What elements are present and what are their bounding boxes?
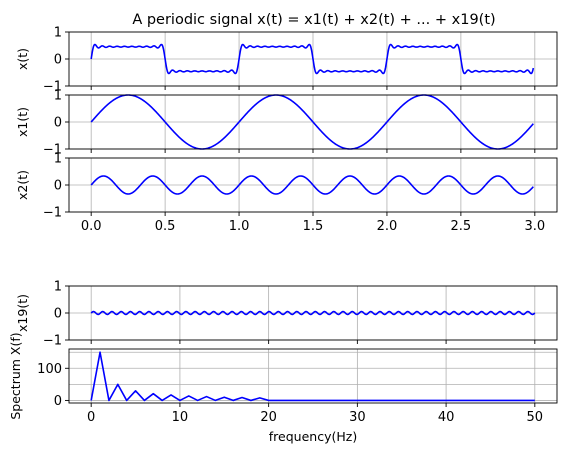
y-tick-label: 0 xyxy=(54,179,62,194)
x-tick-label: 40 xyxy=(438,410,455,425)
series-line-xt xyxy=(90,43,535,75)
y-tick-label: −1 xyxy=(43,334,62,349)
x-tick-label: 20 xyxy=(260,410,277,425)
y-tick-label: −1 xyxy=(43,80,62,95)
y-tick-label: 0 xyxy=(54,116,62,131)
series-line-x2 xyxy=(90,175,534,195)
y-tick-label: 0 xyxy=(54,394,62,409)
x-tick-label: 0.5 xyxy=(155,219,176,234)
x-tick-label: 10 xyxy=(172,410,189,425)
x-tick-label: 3.0 xyxy=(524,219,545,234)
x-tick-label: 50 xyxy=(527,410,544,425)
subplots: 10−1x(t)10−1x1(t)0.0 0.5 1.0 1.5 2.0 2.5 3.010… xyxy=(8,26,558,444)
subplot-xt: 1 0 −1 x(t) xyxy=(15,26,558,95)
x-tick-label: 2.0 xyxy=(377,219,398,234)
y-axis-label: Spectrum X(f) xyxy=(8,332,23,419)
subplot-spectrum: 0 10 20 30 40 50 100 0 Spectrum X(f) frequency(Hz… xyxy=(8,332,558,444)
series-line-x1 xyxy=(90,94,534,150)
series-line-spectrum xyxy=(90,351,535,402)
axes-frame xyxy=(68,348,558,404)
x-tick-label: 0.0 xyxy=(81,219,102,234)
subplot-x2: 0.0 0.5 1.0 1.5 2.0 2.5 3.0 1 0 −1 x2(t) xyxy=(15,152,558,234)
y-tick-label: 1 xyxy=(54,26,62,41)
subplot-x19: 1 0 −1 x19(t) xyxy=(15,280,558,349)
y-axis-label: x1(t) xyxy=(15,107,30,137)
x-tick-label: 1.5 xyxy=(303,219,324,234)
y-tick-label: −1 xyxy=(43,206,62,221)
subplot-x1: 1 0 −1 x1(t) xyxy=(15,89,558,158)
y-tick-label: 1 xyxy=(54,152,62,167)
y-axis-label: x(t) xyxy=(15,48,30,70)
y-tick-label: 0 xyxy=(54,53,62,68)
figure-title: A periodic signal x(t) = x1(t) + x2(t) +… xyxy=(132,12,495,28)
y-tick-label: 100 xyxy=(37,362,62,377)
series-line-x19 xyxy=(90,310,536,316)
y-tick-label: 1 xyxy=(54,280,62,295)
x-axis-label: frequency(Hz) xyxy=(269,429,357,444)
x-tick-label: 0 xyxy=(87,410,95,425)
y-axis-label: x2(t) xyxy=(15,170,30,200)
y-tick-label: 1 xyxy=(54,89,62,104)
y-tick-label: 0 xyxy=(54,307,62,322)
x-tick-label: 1.0 xyxy=(229,219,250,234)
y-tick-label: −1 xyxy=(43,143,62,158)
x-tick-label: 30 xyxy=(349,410,366,425)
y-axis-label: x19(t) xyxy=(15,294,30,332)
x-tick-label: 2.5 xyxy=(451,219,472,234)
